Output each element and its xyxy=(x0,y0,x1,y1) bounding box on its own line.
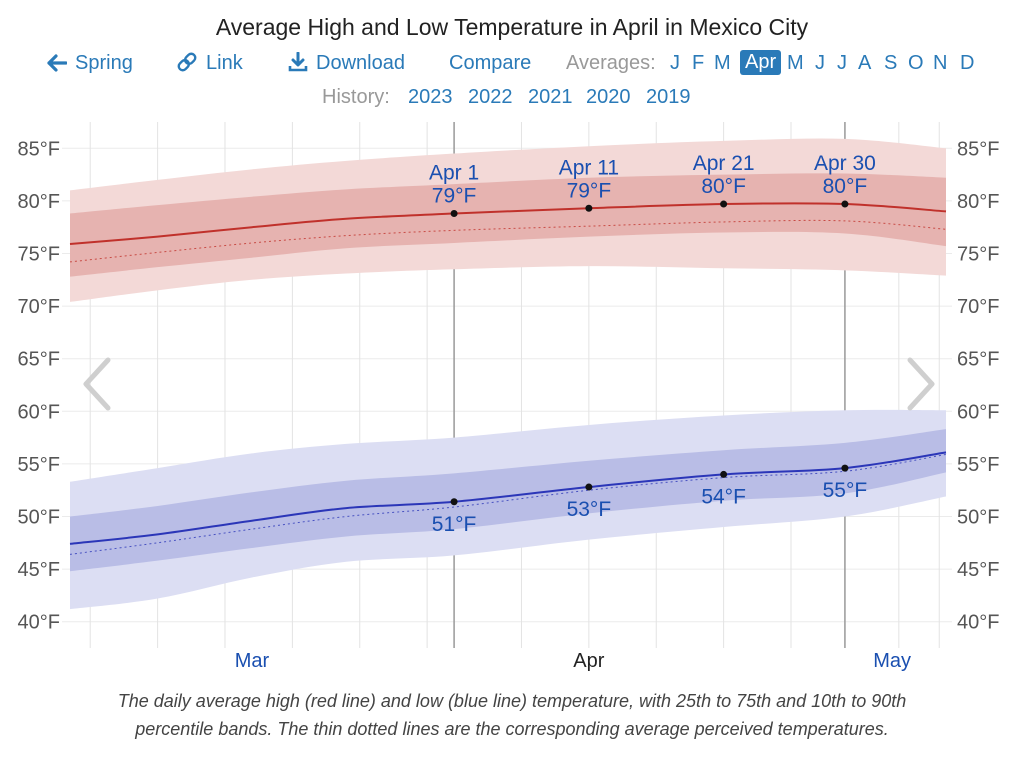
month-link-10[interactable]: N xyxy=(933,52,948,74)
link-link-label: Link xyxy=(206,52,243,74)
link-icon xyxy=(177,52,197,72)
month-link-11[interactable]: D xyxy=(960,52,975,74)
month-link-8[interactable]: S xyxy=(884,52,898,74)
y-tick-label-right: 50°F xyxy=(957,507,999,529)
axes: 40°F 40°F 45°F 45°F 50°F 50°F 55°F 55°F 60°F 60°F… xyxy=(18,138,1000,672)
y-tick-label-right: 75°F xyxy=(957,244,999,266)
y-tick-label-right: 80°F xyxy=(957,191,999,213)
chevron-left-icon xyxy=(83,357,111,411)
y-tick-label-left: 85°F xyxy=(18,138,60,160)
high-average-line xyxy=(69,202,947,246)
high-annotation-date: Apr 11 xyxy=(559,156,619,179)
high-annotation-date: Apr 1 xyxy=(429,162,479,185)
high-annotation-value: 80°F xyxy=(823,175,868,198)
y-tick-label-left: 50°F xyxy=(18,507,60,529)
y-tick-label-left: 45°F xyxy=(18,559,60,581)
low-annotation-value: 55°F xyxy=(823,479,868,502)
history-year-2022[interactable]: 2022 xyxy=(468,86,513,108)
low-marker xyxy=(585,483,593,491)
y-tick-label-left: 80°F xyxy=(18,191,60,213)
month-link-9[interactable]: O xyxy=(908,52,924,74)
high-annotation-value: 79°F xyxy=(432,185,477,208)
x-month-label: Mar xyxy=(235,650,270,672)
y-tick-label-left: 60°F xyxy=(18,401,60,423)
low-annotation-value: 54°F xyxy=(701,485,746,508)
month-link-6[interactable]: J xyxy=(837,52,847,74)
high-marker xyxy=(450,210,458,218)
high-annotation-date: Apr 21 xyxy=(693,152,755,175)
high-annotation-date: Apr 30 xyxy=(814,152,876,175)
y-tick-label-left: 55°F xyxy=(18,454,60,476)
y-tick-label-right: 85°F xyxy=(957,138,999,160)
download-link-label: Download xyxy=(316,52,405,74)
spring-link-label: Spring xyxy=(75,52,133,74)
y-tick-label-left: 65°F xyxy=(18,349,60,371)
high-marker xyxy=(585,204,593,212)
y-tick-label-right: 55°F xyxy=(957,454,999,476)
y-tick-label-right: 45°F xyxy=(957,559,999,581)
x-month-label: Apr xyxy=(573,650,604,672)
month-link-2[interactable]: M xyxy=(714,52,731,74)
high-band-25-75 xyxy=(70,173,946,277)
history-year-2021[interactable]: 2021 xyxy=(528,86,573,108)
low-average-line xyxy=(69,451,947,545)
low-annotation-value: 51°F xyxy=(432,513,477,536)
download-link[interactable]: Download xyxy=(288,52,405,75)
chart-title: Average High and Low Temperature in Apri… xyxy=(215,14,809,40)
month-link-3[interactable]: Apr xyxy=(740,50,782,75)
low-marker xyxy=(720,470,728,478)
history-label: History: xyxy=(322,86,390,108)
arrow-left-icon xyxy=(47,54,67,72)
chart-caption: The daily average high (red line) and lo… xyxy=(0,687,1024,743)
y-tick-label-right: 70°F xyxy=(957,296,999,318)
y-tick-label-left: 75°F xyxy=(18,244,60,266)
x-month-label: May xyxy=(873,650,911,672)
low-annotation-value: 53°F xyxy=(567,498,612,521)
month-link-5[interactable]: J xyxy=(815,52,825,74)
history-year-2020[interactable]: 2020 xyxy=(586,86,631,108)
low-marker xyxy=(841,464,849,472)
spring-link[interactable]: Spring xyxy=(47,52,133,75)
caption-line-2: percentile bands. The thin dotted lines … xyxy=(135,719,889,739)
y-tick-label-right: 40°F xyxy=(957,612,999,634)
next-month-arrow[interactable] xyxy=(907,357,935,411)
month-link-1[interactable]: F xyxy=(692,52,705,74)
y-tick-label-right: 65°F xyxy=(957,349,999,371)
y-tick-label-right: 60°F xyxy=(957,401,999,423)
compare-link[interactable]: Compare xyxy=(449,52,532,74)
chevron-right-icon xyxy=(907,357,935,411)
month-link-4[interactable]: M xyxy=(787,52,804,74)
history-year-2023[interactable]: 2023 xyxy=(408,86,453,108)
high-marker xyxy=(720,200,728,208)
download-icon xyxy=(288,52,308,72)
chart-nav: Spring Link Download Compare Averages: J… xyxy=(0,50,1024,78)
history-year-2019[interactable]: 2019 xyxy=(646,86,691,108)
high-marker xyxy=(841,200,849,208)
averages-label: Averages: xyxy=(566,52,656,74)
y-tick-label-left: 70°F xyxy=(18,296,60,318)
high-annotation-value: 80°F xyxy=(701,175,746,198)
y-tick-label-left: 40°F xyxy=(18,612,60,634)
low-marker xyxy=(450,498,458,506)
high-annotation-value: 79°F xyxy=(567,179,612,202)
link-link[interactable]: Link xyxy=(176,52,243,75)
series-lines xyxy=(69,202,947,555)
prev-month-arrow[interactable] xyxy=(83,357,111,411)
high-perceived-line xyxy=(69,219,947,263)
percentile-bands xyxy=(70,138,946,610)
month-link-7[interactable]: A xyxy=(858,52,872,74)
caption-line-1: The daily average high (red line) and lo… xyxy=(117,691,907,711)
month-link-0[interactable]: J xyxy=(670,52,680,74)
